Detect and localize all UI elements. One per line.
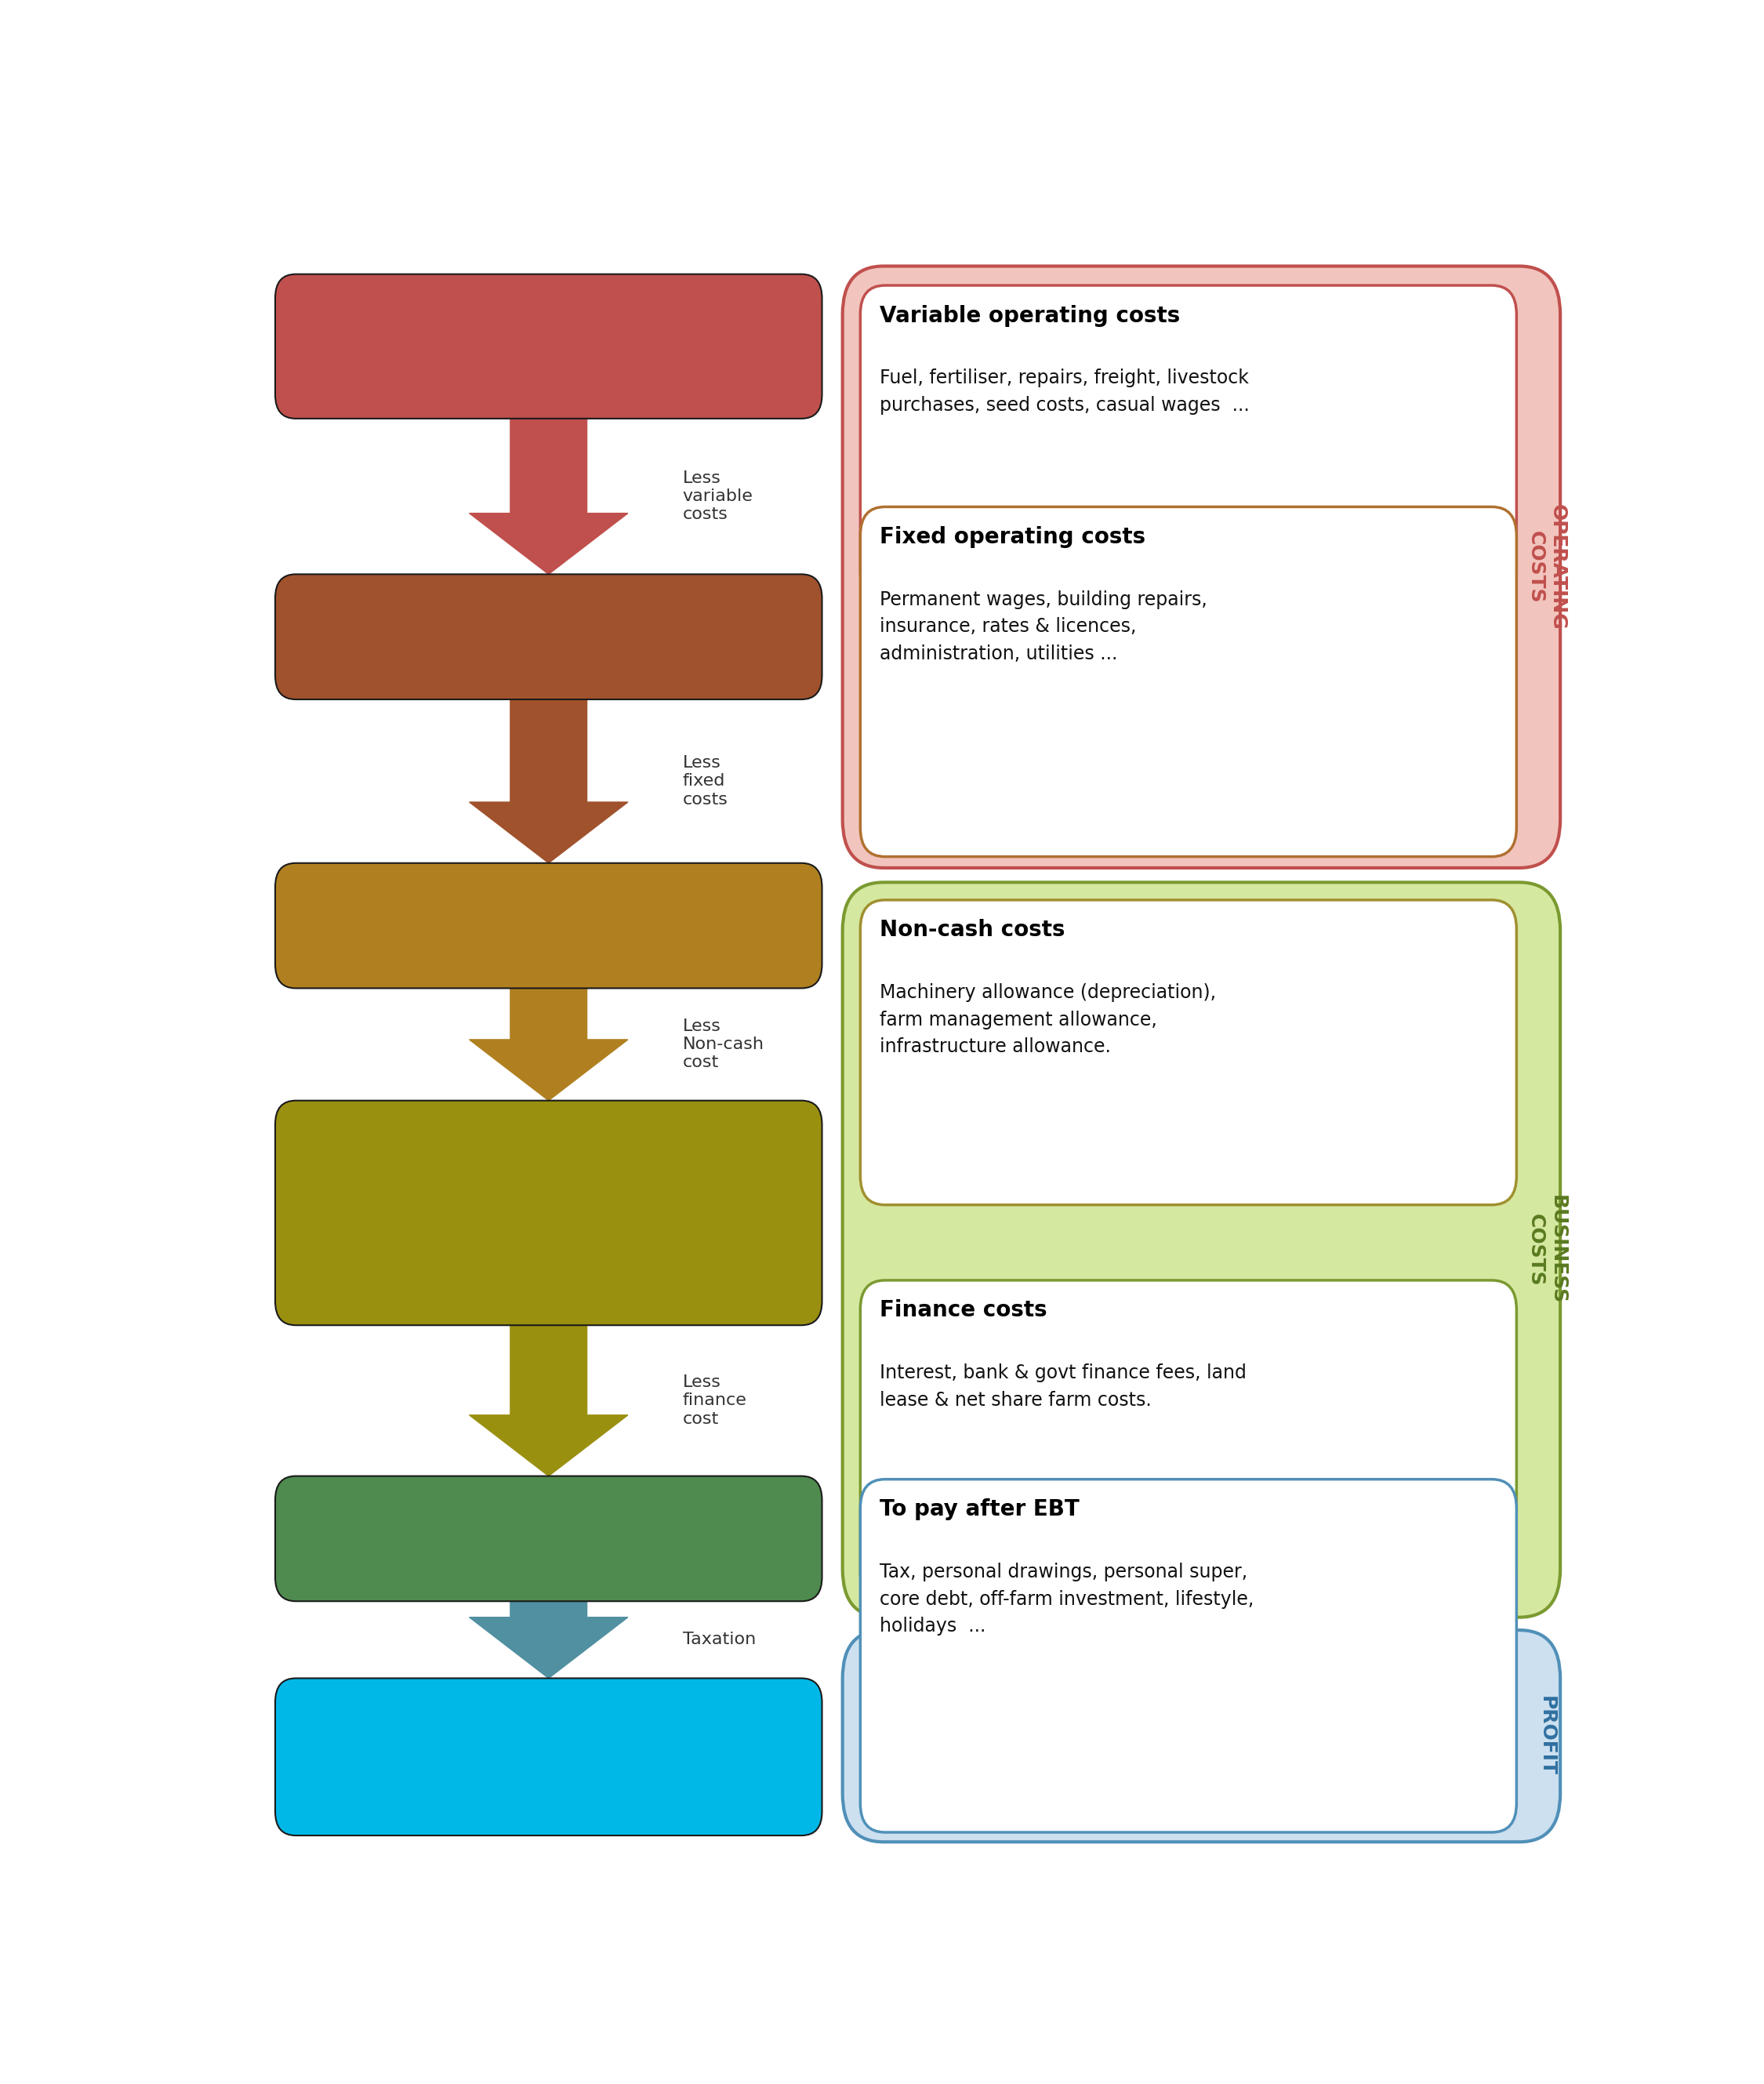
FancyArrow shape [469,700,628,863]
Text: Fuel, fertiliser, repairs, freight, livestock
purchases, seed costs, casual wage: Fuel, fertiliser, repairs, freight, live… [880,369,1249,415]
Text: Variable operating costs: Variable operating costs [880,304,1180,327]
Text: Finance costs: Finance costs [880,1300,1046,1321]
Text: Earnings before tax (EBT): Earnings before tax (EBT) [360,1525,737,1553]
FancyBboxPatch shape [861,1480,1517,1832]
FancyArrow shape [469,1325,628,1475]
FancyArrow shape [469,988,628,1100]
FancyBboxPatch shape [861,900,1517,1205]
Text: Interest, bank & govt finance fees, land
lease & net share farm costs.: Interest, bank & govt finance fees, land… [880,1363,1245,1409]
Text: Net profit: Net profit [453,1740,644,1773]
FancyBboxPatch shape [275,1100,822,1325]
FancyBboxPatch shape [861,506,1517,857]
FancyBboxPatch shape [275,575,822,700]
FancyBboxPatch shape [275,1678,822,1836]
FancyBboxPatch shape [843,882,1561,1617]
Text: Earnings before
interest & tax
(EBIT): Earnings before interest & tax (EBIT) [422,1167,676,1259]
Text: BUSINESS
COSTS: BUSINESS COSTS [1526,1196,1566,1305]
Text: PROFIT: PROFIT [1536,1696,1556,1776]
Text: Machinery allowance (depreciation),
farm management allowance,
infrastructure al: Machinery allowance (depreciation), farm… [880,984,1215,1057]
FancyBboxPatch shape [861,1280,1517,1601]
FancyBboxPatch shape [275,275,822,419]
Text: To pay after EBT: To pay after EBT [880,1498,1080,1521]
Text: Taxation: Taxation [683,1632,755,1648]
FancyBboxPatch shape [843,1630,1561,1842]
Text: Operating surplus: Operating surplus [404,913,693,940]
FancyBboxPatch shape [843,267,1561,867]
Text: Gross farm income: Gross farm income [399,333,699,361]
FancyBboxPatch shape [861,286,1517,600]
FancyArrow shape [469,1601,628,1678]
Text: Less
fixed
costs: Less fixed costs [683,754,729,807]
Text: Less
finance
cost: Less finance cost [683,1375,746,1428]
Text: Gross margin: Gross margin [443,623,654,650]
FancyBboxPatch shape [275,863,822,988]
FancyBboxPatch shape [275,1475,822,1601]
Text: Less
Non-cash
cost: Less Non-cash cost [683,1019,764,1071]
Text: Less
variable
costs: Less variable costs [683,471,753,523]
Text: Non-cash costs: Non-cash costs [880,919,1065,942]
Text: Fixed operating costs: Fixed operating costs [880,525,1145,548]
Text: OPERATING
COSTS: OPERATING COSTS [1526,504,1566,629]
Text: Tax, personal drawings, personal super,
core debt, off-farm investment, lifestyl: Tax, personal drawings, personal super, … [880,1563,1254,1636]
Text: Permanent wages, building repairs,
insurance, rates & licences,
administration, : Permanent wages, building repairs, insur… [880,590,1207,663]
FancyArrow shape [469,419,628,575]
